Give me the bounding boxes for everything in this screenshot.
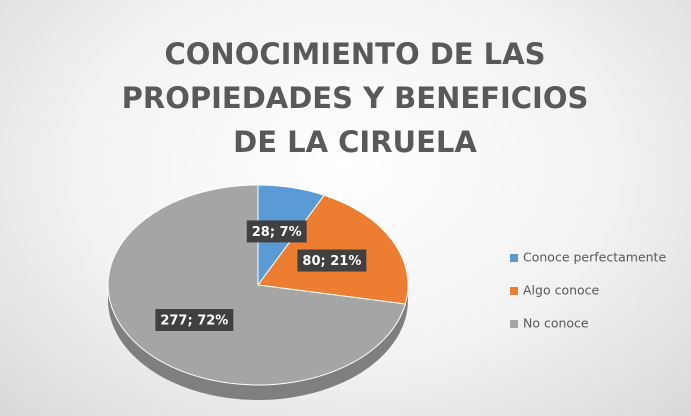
chart-title: CONOCIMIENTO DE LAS PROPIEDADES Y BENEFI…: [121, 37, 589, 159]
legend-swatch: [510, 254, 518, 262]
legend-label: Conoce perfectamente: [523, 250, 666, 265]
data-label-box: [246, 220, 307, 243]
legend-swatch: [510, 320, 518, 328]
data-label-box: [297, 249, 367, 272]
data-label-box: [155, 308, 234, 331]
legend-label: No conoce: [523, 316, 589, 331]
data-label: 28; 7%: [252, 225, 302, 240]
pie-slice: [107, 184, 406, 386]
legend-swatch: [510, 287, 518, 295]
legend-label: Algo conoce: [523, 283, 600, 298]
data-label: 277; 72%: [160, 313, 228, 328]
data-label: 80; 21%: [302, 254, 361, 269]
